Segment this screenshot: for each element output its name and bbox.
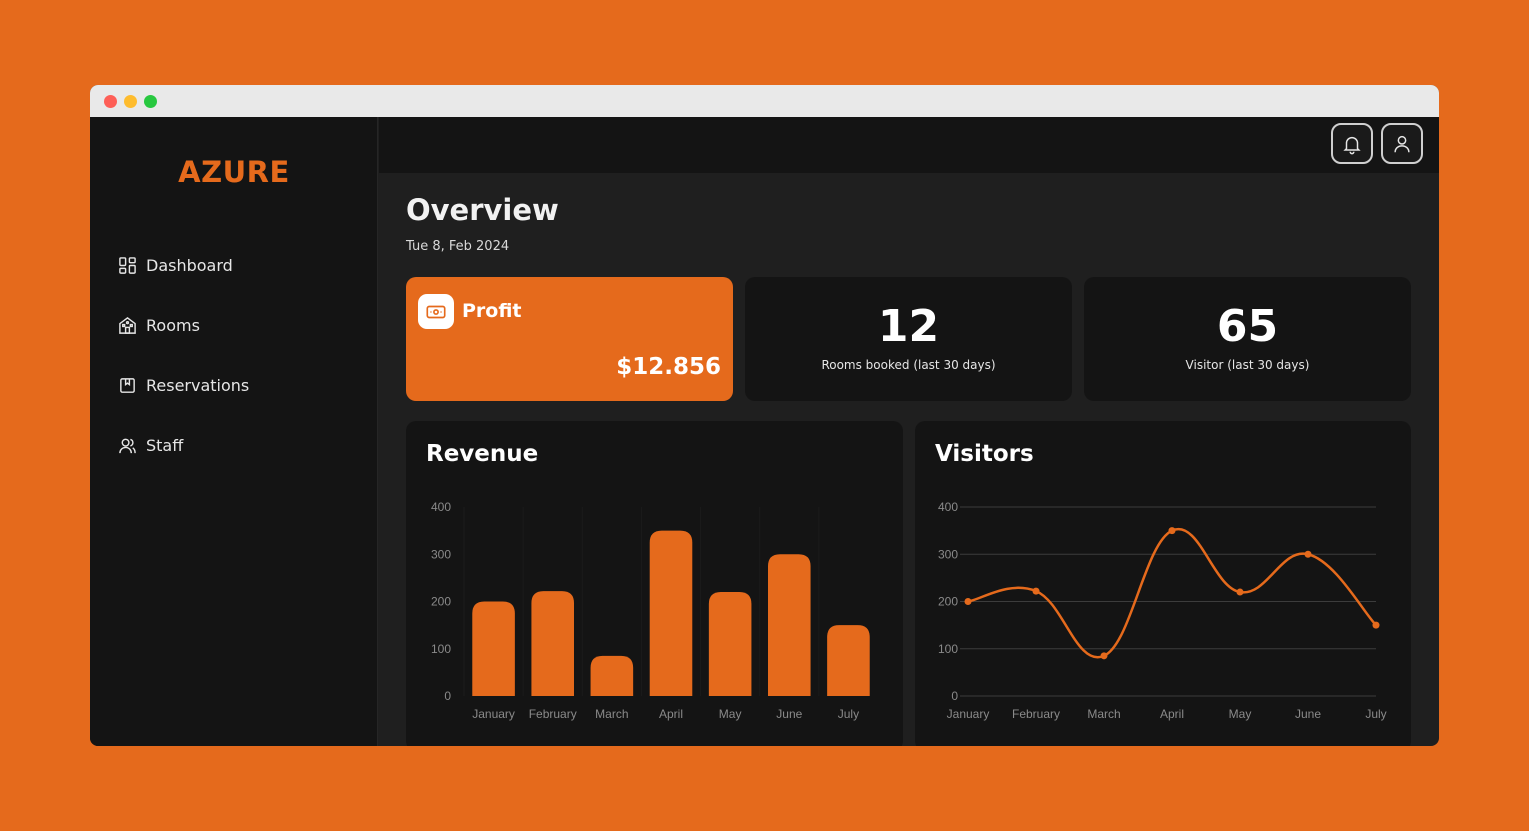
profile-button[interactable] xyxy=(1381,123,1423,164)
profit-label: Profit xyxy=(462,300,522,322)
sidebar: AZURE Dashboard Rooms Reservations xyxy=(90,117,378,746)
sidebar-item-label: Rooms xyxy=(146,315,200,335)
x-tick-label: February xyxy=(1012,707,1060,721)
visitors-label: Visitor (last 30 days) xyxy=(1185,358,1310,372)
page-date: Tue 8, Feb 2024 xyxy=(406,239,510,254)
visitors-line-chart: 0 100 200 300 400 January February March April Ma… xyxy=(938,500,1387,721)
x-tick-label: July xyxy=(838,707,859,721)
point-march xyxy=(1100,652,1108,660)
x-tick-label: January xyxy=(472,707,515,721)
profit-value: $12.856 xyxy=(616,354,721,380)
rooms-booked-value: 12 xyxy=(877,301,940,352)
building-icon xyxy=(119,316,136,334)
bell-icon xyxy=(1343,136,1361,154)
app-window: AZURE Dashboard Rooms Reservations xyxy=(90,85,1439,746)
close-window-button[interactable] xyxy=(104,95,117,108)
revenue-chart-card: 0 100 200 300 400 January February March April Ma… xyxy=(406,421,903,746)
users-icon xyxy=(119,438,136,453)
sidebar-item-label: Staff xyxy=(146,435,184,455)
x-tick-label: May xyxy=(719,707,742,721)
x-tick-label: February xyxy=(529,707,577,721)
notifications-button[interactable] xyxy=(1331,123,1373,164)
bookmark-icon xyxy=(120,377,135,393)
x-tick-label: April xyxy=(1160,707,1184,721)
visitors-card: 65 Visitor (last 30 days) xyxy=(1084,277,1411,401)
y-tick-label: 100 xyxy=(431,642,451,656)
y-tick-label: 0 xyxy=(951,689,958,703)
bar-may xyxy=(708,592,752,696)
point-april xyxy=(1168,527,1176,535)
point-may xyxy=(1236,588,1244,596)
sidebar-item-staff[interactable]: Staff xyxy=(118,432,183,458)
point-june xyxy=(1304,550,1312,558)
y-tick-label: 200 xyxy=(431,595,451,609)
x-tick-label: April xyxy=(659,707,683,721)
cash-icon xyxy=(418,294,454,329)
y-tick-label: 300 xyxy=(431,547,451,561)
point-february xyxy=(1032,587,1040,595)
visitors-chart-title: Visitors xyxy=(935,441,1034,467)
main-content: Overview Tue 8, Feb 2024 Profit $12.856 … xyxy=(379,173,1439,746)
rooms-booked-label: Rooms booked (last 30 days) xyxy=(821,358,996,372)
bar-june xyxy=(767,554,811,696)
visitors-chart-card: 0 100 200 300 400 January February March April Ma… xyxy=(915,421,1411,746)
visitors-line xyxy=(967,527,1377,659)
x-tick-label: January xyxy=(947,707,990,721)
y-tick-label: 300 xyxy=(938,547,958,561)
page-title: Overview xyxy=(406,193,559,227)
x-tick-label: July xyxy=(1365,707,1386,721)
y-tick-label: 200 xyxy=(938,595,958,609)
sidebar-item-label: Dashboard xyxy=(146,255,233,275)
revenue-chart-title: Revenue xyxy=(426,441,539,467)
point-january xyxy=(964,598,972,605)
user-icon xyxy=(1394,135,1410,152)
bar-july xyxy=(827,625,870,696)
sidebar-item-reservations[interactable]: Reservations xyxy=(118,372,249,398)
visitors-value: 65 xyxy=(1216,301,1279,352)
minimize-window-button[interactable] xyxy=(124,95,137,108)
dashboard-icon xyxy=(119,256,136,274)
bar-february xyxy=(531,591,575,696)
y-tick-label: 400 xyxy=(431,500,451,514)
topbar xyxy=(379,117,1439,173)
rooms-booked-card: 12 Rooms booked (last 30 days) xyxy=(745,277,1072,401)
profit-card: Profit $12.856 xyxy=(406,277,733,401)
y-tick-label: 100 xyxy=(938,642,958,656)
x-tick-label: June xyxy=(776,707,802,721)
sidebar-item-dashboard[interactable]: Dashboard xyxy=(118,252,233,278)
x-tick-label: March xyxy=(595,707,628,721)
bar-march xyxy=(590,655,634,696)
bar-january xyxy=(472,601,515,696)
maximize-window-button[interactable] xyxy=(144,95,157,108)
x-tick-label: March xyxy=(1087,707,1120,721)
revenue-bar-chart: 0 100 200 300 400 January February March April Ma… xyxy=(431,500,870,721)
sidebar-item-rooms[interactable]: Rooms xyxy=(118,312,200,338)
y-tick-label: 0 xyxy=(444,689,451,703)
window-titlebar xyxy=(90,85,1439,117)
brand-logo: AZURE xyxy=(178,155,290,189)
point-july xyxy=(1372,621,1380,629)
y-tick-label: 400 xyxy=(938,500,958,514)
bar-april xyxy=(649,530,693,696)
x-tick-label: May xyxy=(1229,707,1252,721)
x-tick-label: June xyxy=(1295,707,1321,721)
sidebar-item-label: Reservations xyxy=(146,375,250,395)
